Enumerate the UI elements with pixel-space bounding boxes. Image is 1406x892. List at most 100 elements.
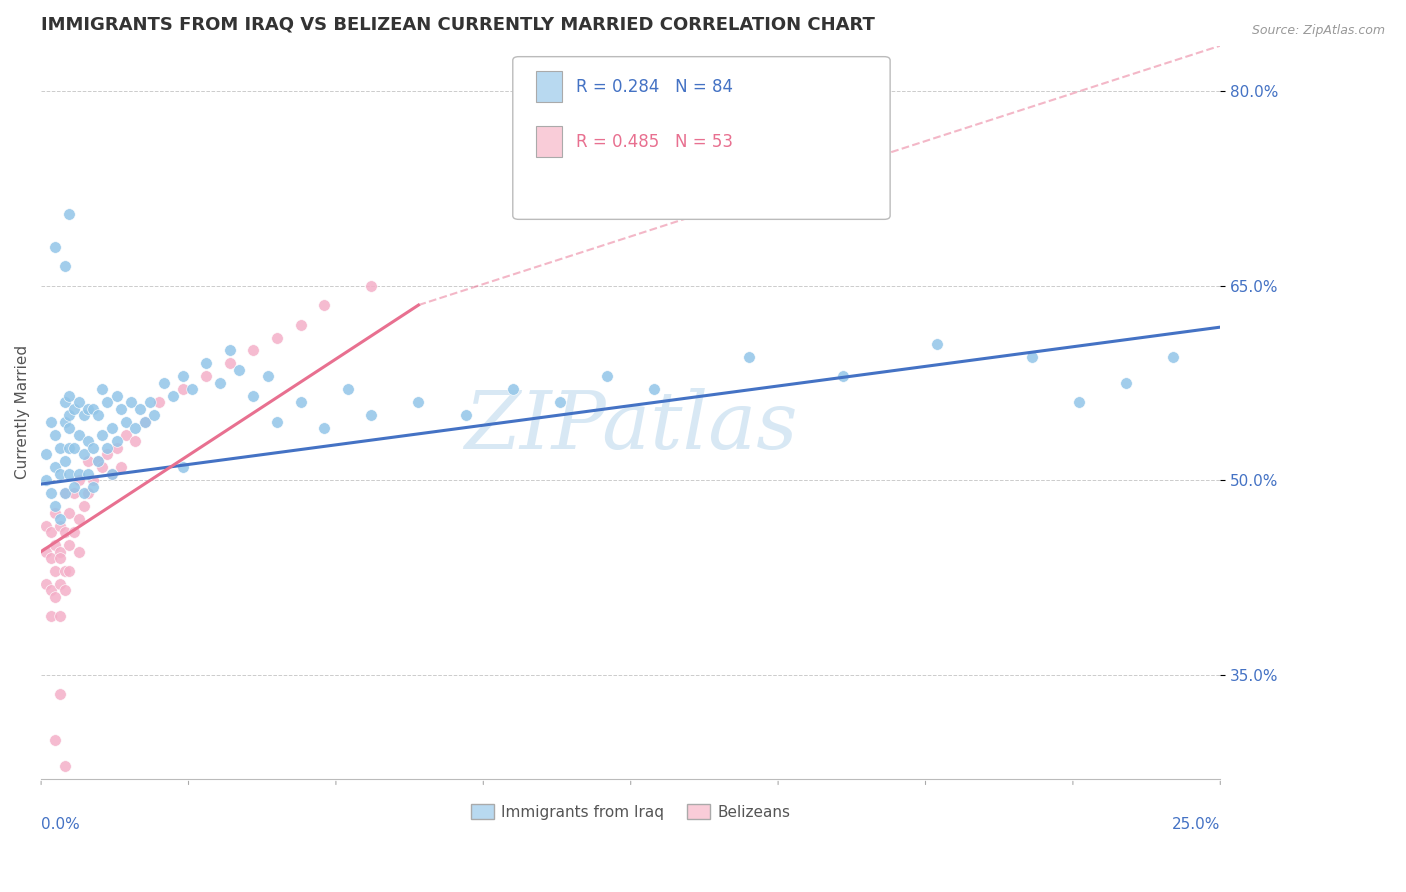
Point [228, 363, 250, 377]
Point [44, 460, 66, 475]
Point [82, 473, 104, 487]
Point [218, 356, 240, 370]
Point [152, 376, 174, 390]
Point [63, 486, 86, 500]
Point [49, 609, 72, 624]
Point [53, 486, 76, 500]
Point [49, 441, 72, 455]
Point [120, 395, 142, 409]
Point [49, 518, 72, 533]
Point [39, 415, 62, 429]
Point [53, 524, 76, 539]
Point [172, 383, 194, 397]
Point [53, 564, 76, 578]
Point [172, 460, 194, 475]
Point [53, 454, 76, 468]
Point [110, 401, 132, 416]
Point [72, 486, 94, 500]
Point [86, 409, 108, 423]
Point [58, 564, 80, 578]
Point [314, 421, 336, 435]
Point [39, 524, 62, 539]
Point [101, 421, 124, 435]
Point [58, 207, 80, 221]
Point [138, 395, 160, 409]
Point [266, 415, 288, 429]
Legend: Immigrants from Iraq, Belizeans: Immigrants from Iraq, Belizeans [464, 797, 797, 826]
Y-axis label: Currently Married: Currently Married [15, 345, 30, 479]
Point [44, 427, 66, 442]
Point [58, 421, 80, 435]
Point [49, 577, 72, 591]
Point [105, 434, 128, 449]
Text: ZIPatlas: ZIPatlas [464, 388, 797, 466]
Point [218, 343, 240, 358]
Point [91, 460, 114, 475]
Point [49, 687, 72, 701]
Point [53, 486, 76, 500]
Point [77, 401, 100, 416]
FancyBboxPatch shape [513, 57, 890, 219]
Point [58, 506, 80, 520]
Point [129, 401, 152, 416]
Point [49, 551, 72, 566]
FancyBboxPatch shape [536, 71, 562, 102]
Point [242, 343, 264, 358]
Point [58, 467, 80, 481]
Point [360, 278, 382, 293]
Point [35, 473, 58, 487]
Point [44, 499, 66, 513]
Point [115, 427, 138, 442]
Point [63, 524, 86, 539]
Text: R = 0.485   N = 53: R = 0.485 N = 53 [576, 133, 734, 151]
Point [44, 590, 66, 604]
Point [58, 538, 80, 552]
Point [77, 454, 100, 468]
Point [58, 389, 80, 403]
Point [195, 369, 218, 384]
Point [148, 395, 170, 409]
Point [172, 369, 194, 384]
Point [53, 758, 76, 772]
Point [44, 564, 66, 578]
Point [67, 427, 90, 442]
Text: 25.0%: 25.0% [1173, 817, 1220, 832]
Point [596, 369, 619, 384]
Point [63, 480, 86, 494]
Point [105, 441, 128, 455]
Point [290, 395, 312, 409]
Point [67, 512, 90, 526]
Point [314, 298, 336, 312]
Point [39, 486, 62, 500]
Point [63, 401, 86, 416]
Point [35, 544, 58, 558]
Point [101, 467, 124, 481]
Point [266, 330, 288, 344]
Point [72, 499, 94, 513]
Text: IMMIGRANTS FROM IRAQ VS BELIZEAN CURRENTLY MARRIED CORRELATION CHART: IMMIGRANTS FROM IRAQ VS BELIZEAN CURRENT… [41, 15, 875, 33]
Point [91, 383, 114, 397]
Point [927, 337, 949, 351]
Point [124, 421, 146, 435]
Point [53, 259, 76, 273]
Point [134, 415, 156, 429]
Point [96, 441, 118, 455]
Point [77, 434, 100, 449]
Point [96, 447, 118, 461]
Point [58, 409, 80, 423]
Point [86, 454, 108, 468]
Point [58, 441, 80, 455]
Point [643, 383, 665, 397]
Point [548, 395, 571, 409]
Point [134, 415, 156, 429]
Text: Source: ZipAtlas.com: Source: ZipAtlas.com [1251, 24, 1385, 37]
Point [77, 486, 100, 500]
Point [290, 318, 312, 332]
Point [39, 609, 62, 624]
Point [39, 583, 62, 598]
Point [408, 395, 430, 409]
Point [1067, 395, 1090, 409]
Point [35, 577, 58, 591]
Point [67, 395, 90, 409]
Point [91, 427, 114, 442]
